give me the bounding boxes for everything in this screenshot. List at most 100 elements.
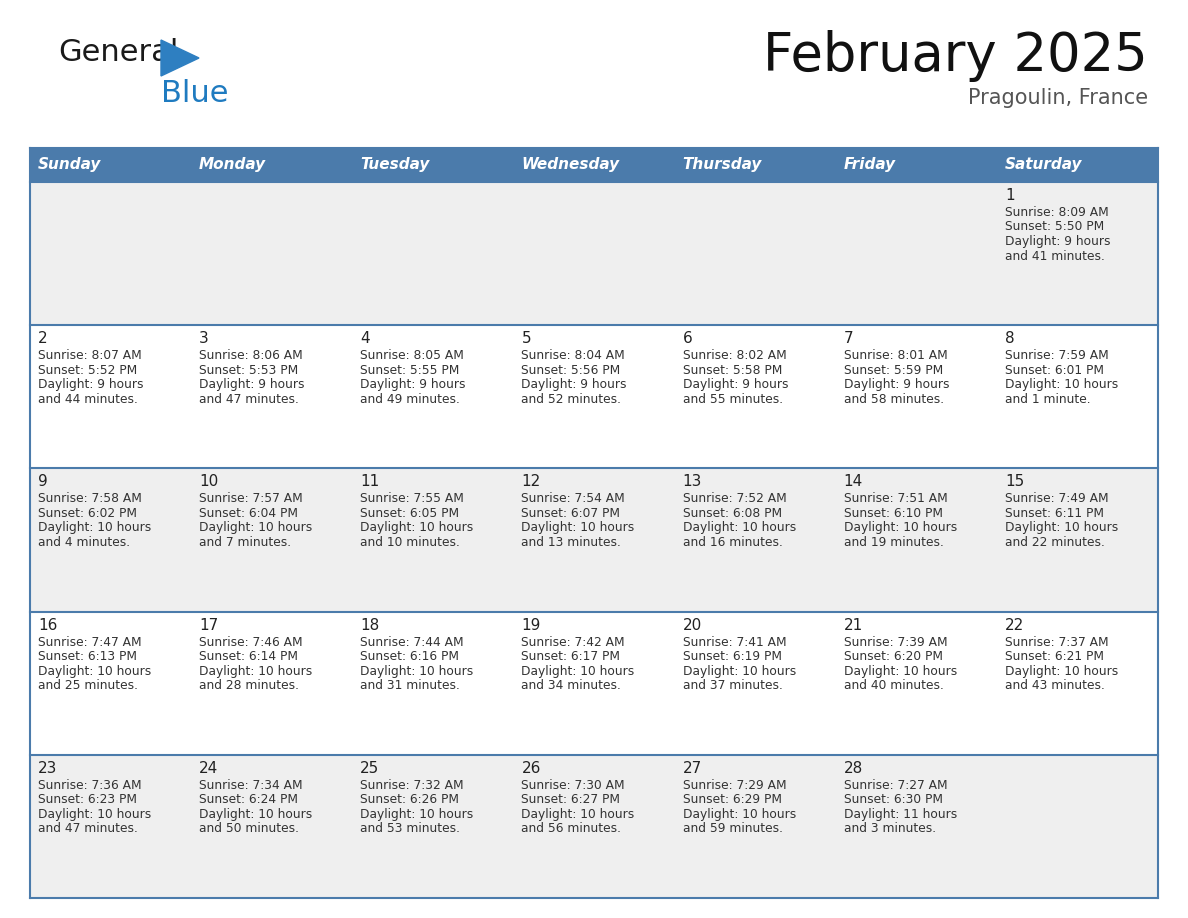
Text: 7: 7 — [843, 331, 853, 346]
Text: Daylight: 10 hours: Daylight: 10 hours — [38, 665, 151, 677]
Text: Sunrise: 8:07 AM: Sunrise: 8:07 AM — [38, 349, 141, 363]
Text: 10: 10 — [200, 475, 219, 489]
Text: Sunset: 6:23 PM: Sunset: 6:23 PM — [38, 793, 137, 806]
Text: Daylight: 10 hours: Daylight: 10 hours — [38, 521, 151, 534]
Text: Sunset: 6:14 PM: Sunset: 6:14 PM — [200, 650, 298, 663]
Bar — [513, 468, 675, 611]
Text: and 53 minutes.: and 53 minutes. — [360, 823, 460, 835]
Bar — [513, 325, 675, 468]
Text: 25: 25 — [360, 761, 379, 776]
Text: Daylight: 10 hours: Daylight: 10 hours — [200, 808, 312, 821]
Bar — [353, 148, 513, 182]
Text: Pragoulin, France: Pragoulin, France — [968, 88, 1148, 108]
Text: Friday: Friday — [843, 158, 896, 173]
Text: 8: 8 — [1005, 331, 1015, 346]
Bar — [675, 611, 835, 755]
Text: 20: 20 — [683, 618, 702, 633]
Text: 24: 24 — [200, 761, 219, 776]
Text: Sunrise: 7:29 AM: Sunrise: 7:29 AM — [683, 778, 786, 792]
Text: Daylight: 10 hours: Daylight: 10 hours — [522, 665, 634, 677]
Bar — [675, 755, 835, 898]
Text: 4: 4 — [360, 331, 369, 346]
Text: Sunrise: 7:55 AM: Sunrise: 7:55 AM — [360, 492, 465, 506]
Bar — [675, 325, 835, 468]
Text: Sunrise: 7:37 AM: Sunrise: 7:37 AM — [1005, 635, 1108, 649]
Text: Daylight: 9 hours: Daylight: 9 hours — [522, 378, 627, 391]
Text: and 10 minutes.: and 10 minutes. — [360, 536, 460, 549]
Text: and 3 minutes.: and 3 minutes. — [843, 823, 936, 835]
Text: 6: 6 — [683, 331, 693, 346]
Bar — [675, 182, 835, 325]
Bar — [675, 148, 835, 182]
Text: Saturday: Saturday — [1005, 158, 1082, 173]
Text: Daylight: 9 hours: Daylight: 9 hours — [38, 378, 144, 391]
Text: and 52 minutes.: and 52 minutes. — [522, 393, 621, 406]
Text: Daylight: 10 hours: Daylight: 10 hours — [843, 665, 958, 677]
Text: Sunrise: 7:51 AM: Sunrise: 7:51 AM — [843, 492, 948, 506]
Text: and 44 minutes.: and 44 minutes. — [38, 393, 138, 406]
Text: Sunset: 6:26 PM: Sunset: 6:26 PM — [360, 793, 460, 806]
Text: Daylight: 10 hours: Daylight: 10 hours — [1005, 665, 1118, 677]
Text: and 28 minutes.: and 28 minutes. — [200, 679, 299, 692]
Text: Sunrise: 7:32 AM: Sunrise: 7:32 AM — [360, 778, 463, 792]
Bar — [191, 611, 353, 755]
Bar — [997, 325, 1158, 468]
Text: and 7 minutes.: and 7 minutes. — [200, 536, 291, 549]
Text: Daylight: 10 hours: Daylight: 10 hours — [522, 521, 634, 534]
Text: Daylight: 10 hours: Daylight: 10 hours — [360, 521, 474, 534]
Text: 2: 2 — [38, 331, 48, 346]
Bar — [997, 755, 1158, 898]
Text: Sunrise: 7:42 AM: Sunrise: 7:42 AM — [522, 635, 625, 649]
Text: Daylight: 10 hours: Daylight: 10 hours — [683, 521, 796, 534]
Text: Sunset: 5:55 PM: Sunset: 5:55 PM — [360, 364, 460, 376]
Text: 28: 28 — [843, 761, 862, 776]
Text: Sunrise: 8:09 AM: Sunrise: 8:09 AM — [1005, 206, 1108, 219]
Text: 12: 12 — [522, 475, 541, 489]
Text: 22: 22 — [1005, 618, 1024, 633]
Text: Sunset: 6:02 PM: Sunset: 6:02 PM — [38, 507, 137, 520]
Bar — [675, 468, 835, 611]
Text: and 13 minutes.: and 13 minutes. — [522, 536, 621, 549]
Text: and 40 minutes.: and 40 minutes. — [843, 679, 943, 692]
Bar — [191, 148, 353, 182]
Bar — [353, 755, 513, 898]
Text: Blue: Blue — [162, 79, 228, 108]
Text: Daylight: 10 hours: Daylight: 10 hours — [200, 665, 312, 677]
Text: 26: 26 — [522, 761, 541, 776]
Text: Wednesday: Wednesday — [522, 158, 620, 173]
Text: 11: 11 — [360, 475, 379, 489]
Text: 17: 17 — [200, 618, 219, 633]
Text: Sunset: 6:27 PM: Sunset: 6:27 PM — [522, 793, 620, 806]
Text: Daylight: 9 hours: Daylight: 9 hours — [843, 378, 949, 391]
Text: and 55 minutes.: and 55 minutes. — [683, 393, 783, 406]
Text: Sunrise: 7:44 AM: Sunrise: 7:44 AM — [360, 635, 463, 649]
Text: and 50 minutes.: and 50 minutes. — [200, 823, 299, 835]
Bar — [835, 468, 997, 611]
Text: Sunset: 6:29 PM: Sunset: 6:29 PM — [683, 793, 782, 806]
Text: Daylight: 9 hours: Daylight: 9 hours — [1005, 235, 1111, 248]
Text: Sunrise: 7:39 AM: Sunrise: 7:39 AM — [843, 635, 947, 649]
Text: Daylight: 10 hours: Daylight: 10 hours — [1005, 378, 1118, 391]
Text: Sunset: 5:53 PM: Sunset: 5:53 PM — [200, 364, 298, 376]
Bar — [835, 148, 997, 182]
Text: Daylight: 11 hours: Daylight: 11 hours — [843, 808, 958, 821]
Bar — [835, 611, 997, 755]
Bar — [997, 468, 1158, 611]
Text: Daylight: 9 hours: Daylight: 9 hours — [683, 378, 788, 391]
Text: and 25 minutes.: and 25 minutes. — [38, 679, 138, 692]
Text: Sunset: 6:13 PM: Sunset: 6:13 PM — [38, 650, 137, 663]
Text: and 19 minutes.: and 19 minutes. — [843, 536, 943, 549]
Text: and 22 minutes.: and 22 minutes. — [1005, 536, 1105, 549]
Bar — [353, 611, 513, 755]
Text: Daylight: 10 hours: Daylight: 10 hours — [38, 808, 151, 821]
Text: and 47 minutes.: and 47 minutes. — [200, 393, 299, 406]
Text: 27: 27 — [683, 761, 702, 776]
Text: and 59 minutes.: and 59 minutes. — [683, 823, 783, 835]
Text: Tuesday: Tuesday — [360, 158, 430, 173]
Text: Sunrise: 7:52 AM: Sunrise: 7:52 AM — [683, 492, 786, 506]
Text: Daylight: 10 hours: Daylight: 10 hours — [360, 808, 474, 821]
Text: Sunrise: 8:04 AM: Sunrise: 8:04 AM — [522, 349, 625, 363]
Text: Sunrise: 7:46 AM: Sunrise: 7:46 AM — [200, 635, 303, 649]
Text: Sunrise: 7:27 AM: Sunrise: 7:27 AM — [843, 778, 947, 792]
Bar — [835, 755, 997, 898]
